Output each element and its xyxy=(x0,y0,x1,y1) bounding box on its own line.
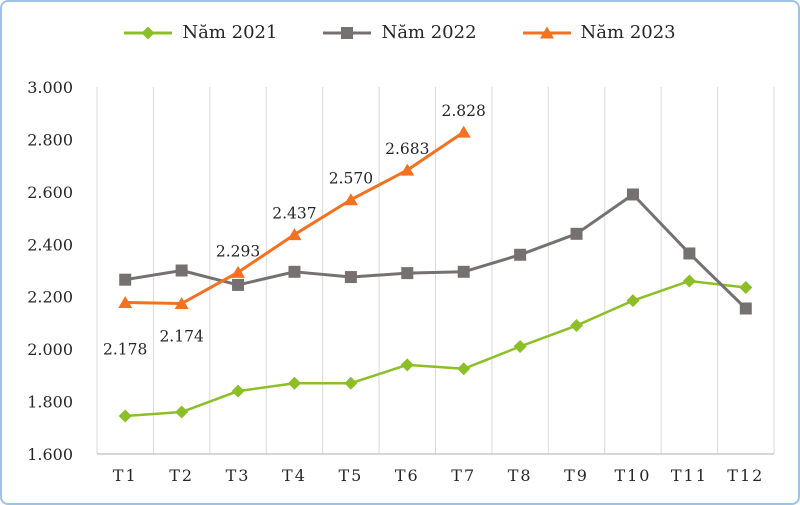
x-tick-label: T1 xyxy=(113,466,138,485)
square-marker-icon xyxy=(457,265,470,278)
triangle-marker-icon xyxy=(174,297,189,310)
y-tick-label: 1.600 xyxy=(27,445,73,464)
y-tick-label: 2.600 xyxy=(27,183,73,202)
y-tick-label: 2.800 xyxy=(27,130,73,149)
legend-label: Năm 2023 xyxy=(580,22,676,43)
triangle-marker-icon xyxy=(287,228,302,241)
x-tick-label: T7 xyxy=(451,466,476,485)
data-label: 2.683 xyxy=(385,140,429,158)
legend-item-nam-2023: Năm 2023 xyxy=(522,22,676,43)
x-tick-label: T4 xyxy=(282,466,307,485)
diamond-marker-icon xyxy=(513,340,527,354)
data-label: 2.174 xyxy=(159,328,204,346)
square-marker-icon xyxy=(401,267,414,280)
series-năm-2022 xyxy=(119,188,752,315)
x-axis-labels: T1 T2 T3 T4 T5 T6 T7 T8 T9 T10 T11 T12 xyxy=(113,466,764,485)
square-marker-icon xyxy=(119,273,132,286)
legend-item-nam-2022: Năm 2022 xyxy=(323,22,477,43)
series-năm-2021 xyxy=(118,274,753,423)
x-tick-label: T9 xyxy=(564,466,589,485)
x-tick-label: T5 xyxy=(338,466,363,485)
triangle-marker-icon xyxy=(400,163,415,176)
y-tick-label: 3.000 xyxy=(27,78,73,97)
square-marker-icon xyxy=(288,265,301,278)
square-marker-icon xyxy=(570,227,583,240)
legend-marker-triangle-icon xyxy=(522,26,571,38)
square-marker-icon xyxy=(683,247,696,260)
y-tick-label: 2.000 xyxy=(27,340,73,359)
series-line xyxy=(125,279,746,418)
x-tick-label: T6 xyxy=(395,466,420,485)
diamond-marker-icon xyxy=(118,409,132,423)
data-label: 2.293 xyxy=(216,242,260,260)
y-tick-label: 2.200 xyxy=(27,288,73,307)
square-marker-icon xyxy=(739,302,752,315)
x-tick-label: T2 xyxy=(169,466,194,485)
square-marker-icon xyxy=(344,271,357,284)
x-tick-label: T12 xyxy=(727,466,764,485)
diamond-marker-icon xyxy=(739,281,753,295)
x-tick-label: T8 xyxy=(508,466,533,485)
y-tick-label: 2.400 xyxy=(27,235,73,254)
data-label: 2.437 xyxy=(272,205,316,223)
diamond-marker-icon xyxy=(287,376,301,390)
triangle-marker-icon xyxy=(118,295,133,308)
x-tick-label: T10 xyxy=(614,466,651,485)
square-marker-icon xyxy=(175,264,188,277)
diamond-marker-icon xyxy=(231,384,245,398)
data-label: 2.828 xyxy=(442,102,486,120)
y-tick-label: 1.800 xyxy=(27,393,73,412)
x-tick-label: T11 xyxy=(671,466,708,485)
square-marker-icon xyxy=(232,278,245,291)
legend-label: Năm 2022 xyxy=(381,22,477,43)
series-line xyxy=(124,192,747,310)
diamond-marker-icon xyxy=(570,319,584,333)
triangle-marker-icon xyxy=(456,125,471,138)
diamond-marker-icon xyxy=(344,376,358,390)
diamond-marker-icon xyxy=(175,405,189,419)
diamond-marker-icon xyxy=(626,294,640,308)
triangle-marker-icon xyxy=(231,265,246,278)
diamond-marker-icon xyxy=(682,274,696,288)
x-tick-label: T3 xyxy=(226,466,251,485)
legend-item-nam-2021: Năm 2021 xyxy=(124,22,277,43)
legend-marker-diamond-icon xyxy=(124,26,173,39)
y-axis-labels: 3.000 2.800 2.600 2.400 2.200 2.000 1.800 1.600 xyxy=(27,78,73,464)
legend-marker-square-icon xyxy=(323,26,372,39)
series-năm-2023: 2.178 2.174 2.293 2.437 2.570 2.683 2.828 xyxy=(103,102,486,358)
diamond-marker-icon xyxy=(400,358,414,372)
diamond-marker-icon xyxy=(457,362,471,376)
gridlines xyxy=(96,87,775,454)
triangle-marker-icon xyxy=(343,193,358,206)
data-label: 2.570 xyxy=(329,170,373,188)
data-label: 2.178 xyxy=(103,340,147,358)
legend-label: Năm 2021 xyxy=(182,22,278,43)
legend: Năm 2021 Năm 2022 Năm 2023 xyxy=(2,22,798,43)
square-marker-icon xyxy=(514,248,527,261)
square-marker-icon xyxy=(626,188,639,201)
